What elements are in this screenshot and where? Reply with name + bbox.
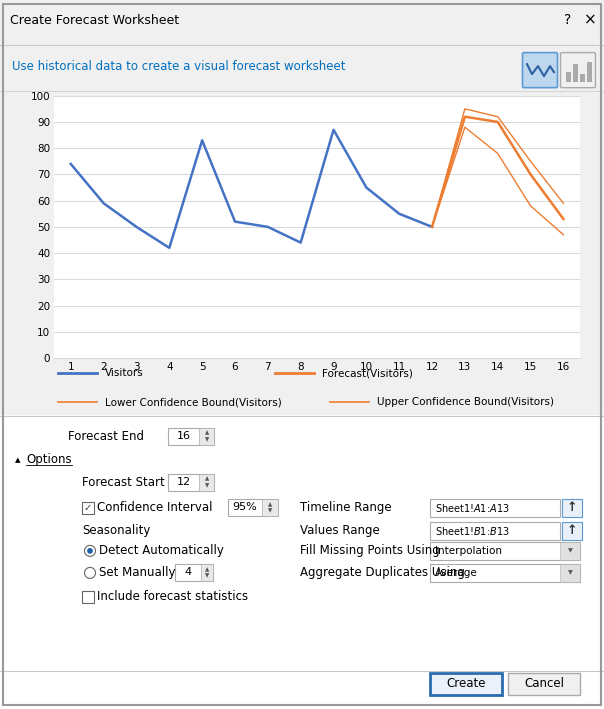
Text: ✓: ✓ [84,503,92,513]
Bar [566,72,571,82]
Text: Confidence Interval: Confidence Interval [97,501,213,514]
Text: ▼: ▼ [268,508,272,513]
Bar [228,499,278,516]
Text: ▲: ▲ [205,476,209,481]
Circle shape [85,567,95,579]
Bar [82,591,94,603]
Text: ↑: ↑ [567,501,577,514]
Bar [560,564,580,582]
Text: 12: 12 [176,477,191,487]
Text: Sheet1!$A$1:$A$13: Sheet1!$A$1:$A$13 [435,502,510,514]
Text: ▴: ▴ [15,454,21,465]
Bar [168,428,214,445]
Bar [573,64,578,82]
Text: ▲: ▲ [205,431,209,436]
Bar [199,428,214,445]
Text: Sheet1!$B$1:$B$13: Sheet1!$B$1:$B$13 [435,525,510,537]
FancyBboxPatch shape [522,52,557,88]
Bar [580,74,585,82]
Text: ▼: ▼ [205,484,209,489]
Text: Aggregate Duplicates Using: Aggregate Duplicates Using [300,566,465,579]
Bar [430,564,580,582]
Text: Forecast Start: Forecast Start [82,476,165,489]
Circle shape [87,548,93,554]
Bar [430,542,580,560]
Text: Visitors: Visitors [105,369,144,379]
Text: Seasonality: Seasonality [82,525,150,537]
Text: ▼: ▼ [568,571,573,576]
Bar [562,499,582,517]
Text: Lower Confidence Bound(Visitors): Lower Confidence Bound(Visitors) [105,397,282,407]
Text: 4: 4 [184,567,191,577]
Text: 95%: 95% [233,503,257,513]
Text: Use historical data to create a visual forecast worksheet: Use historical data to create a visual f… [12,60,345,72]
Bar [262,499,278,516]
Bar [562,522,582,540]
Text: ▼: ▼ [205,437,209,442]
Bar [560,542,580,560]
Text: ↑: ↑ [567,525,577,537]
Text: Values Range: Values Range [300,525,380,537]
Bar [587,62,592,82]
Bar [508,673,580,695]
Text: Forecast(Visitors): Forecast(Visitors) [322,369,413,379]
Text: Average: Average [435,568,478,578]
Text: ?: ? [564,13,571,27]
Text: Interpolation: Interpolation [435,546,502,556]
Text: ▼: ▼ [205,574,209,579]
Text: ▲: ▲ [205,566,209,572]
Bar [82,502,94,514]
Text: Upper Confidence Bound(Visitors): Upper Confidence Bound(Visitors) [378,397,554,407]
Text: Set Manually: Set Manually [99,566,176,579]
Bar [168,474,214,491]
Bar [430,522,560,540]
Text: Fill Missing Points Using: Fill Missing Points Using [300,545,440,557]
Text: ×: × [583,13,596,28]
Bar [175,564,213,581]
Bar [430,499,560,517]
Text: Timeline Range: Timeline Range [300,501,391,514]
Text: Create Forecast Worksheet: Create Forecast Worksheet [10,13,179,26]
Text: ▼: ▼ [568,548,573,553]
Text: Create: Create [446,678,486,691]
Bar [430,673,502,695]
FancyBboxPatch shape [561,52,596,88]
Bar [201,564,213,581]
Text: Cancel: Cancel [524,678,564,691]
Text: Include forecast statistics: Include forecast statistics [97,591,248,603]
Bar [199,474,214,491]
Text: Forecast End: Forecast End [68,430,144,443]
Text: Options: Options [26,453,72,467]
Text: ▲: ▲ [268,502,272,507]
Text: Detect Automatically: Detect Automatically [99,545,224,557]
Text: 16: 16 [176,431,191,441]
Circle shape [85,545,95,557]
